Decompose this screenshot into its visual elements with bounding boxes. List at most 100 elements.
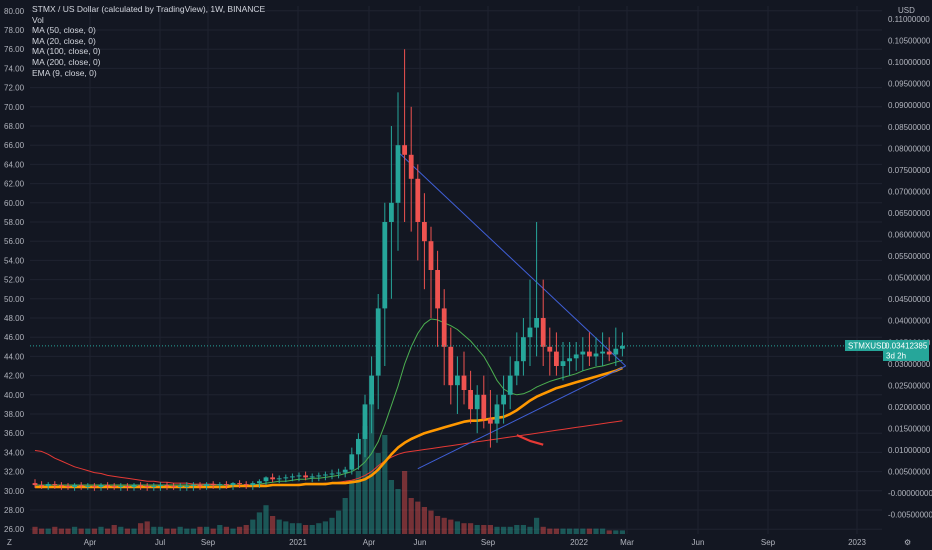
zoom-reset-label[interactable]: Z — [7, 538, 12, 547]
volume-bar — [441, 517, 447, 534]
candle-body — [527, 327, 533, 338]
candle-body — [197, 485, 203, 487]
triangle-lower-line — [417, 365, 626, 470]
left-price-axis: 26.00 28.00 30.00 32.00 34.00 36.00 38.00 40.00… — [4, 7, 25, 534]
volume-bar — [289, 523, 295, 534]
legend-item-ma200[interactable]: MA (200, close, 0) — [32, 56, 101, 67]
candle-body — [191, 485, 196, 487]
left-tick-label: 46.00 — [4, 333, 25, 342]
ma50-line — [35, 366, 623, 489]
volume-bar — [250, 519, 256, 534]
candle-body — [303, 475, 308, 478]
volume-bar — [375, 453, 381, 534]
candle-body — [118, 486, 124, 487]
volume-bar — [593, 528, 599, 534]
volume-bar — [573, 528, 579, 534]
left-tick-label: 42.00 — [4, 372, 25, 381]
legend-item-ma20[interactable]: MA (20, close, 0) — [32, 35, 96, 46]
candles — [32, 49, 625, 491]
volume-bar — [118, 526, 124, 534]
candle-body — [217, 484, 223, 486]
volume-bar — [501, 526, 507, 534]
volume-bar — [567, 528, 573, 534]
volume-bar — [204, 526, 210, 534]
candle-body — [105, 485, 110, 487]
volume-bar — [540, 526, 546, 534]
candle-body — [65, 486, 71, 487]
right-tick-label: 0.06500000 — [888, 209, 931, 218]
candle-body — [309, 476, 315, 478]
time-tick-label: Sep — [201, 538, 216, 547]
left-tick-label: 72.00 — [4, 84, 25, 93]
candle-body — [230, 483, 236, 486]
time-tick-label: Apr — [363, 538, 376, 547]
candle-body — [270, 477, 275, 480]
candle-body — [45, 484, 51, 486]
candle-body — [422, 222, 427, 242]
volume-bar — [408, 498, 414, 534]
volume-bar — [32, 526, 38, 534]
legend-title: STMX / US Dollar (calculated by TradingV… — [32, 4, 266, 14]
chart-legend: STMX / US Dollar (calculated by TradingV… — [32, 4, 265, 78]
candle-body — [534, 318, 539, 328]
volume-bar — [164, 528, 170, 534]
candle-body — [349, 454, 355, 470]
candle-body — [488, 418, 493, 424]
candle-body — [184, 486, 190, 487]
candle-body — [382, 222, 388, 309]
candle-body — [620, 345, 625, 349]
left-tick-label: 36.00 — [4, 429, 25, 438]
candle-body — [514, 361, 520, 376]
right-axis-unit: USD — [898, 6, 915, 15]
left-tick-label: 80.00 — [4, 7, 25, 16]
right-tick-label: 0.05000000 — [888, 274, 931, 283]
candle-body — [375, 308, 381, 376]
volume-bar — [448, 519, 454, 534]
volume-bar — [507, 526, 513, 534]
volume-bar — [316, 523, 322, 534]
candle-body — [243, 484, 249, 486]
left-tick-label: 38.00 — [4, 410, 25, 419]
legend-item-ma50[interactable]: MA (50, close, 0) — [32, 25, 96, 36]
volume-bar — [606, 530, 612, 534]
volume-bar — [349, 480, 355, 534]
volume-bar — [190, 528, 196, 534]
candle-body — [263, 477, 269, 482]
volume-bar — [461, 523, 467, 534]
price-badge: STMXUSD 0.03412385 3d 2h — [845, 340, 929, 361]
time-tick-label: Sep — [761, 538, 776, 547]
left-tick-label: 44.00 — [4, 352, 25, 361]
settings-gear-icon[interactable]: ⚙ — [904, 538, 911, 547]
legend-item-ema9[interactable]: EMA (9, close, 0) — [32, 67, 97, 78]
left-tick-label: 62.00 — [4, 180, 25, 189]
time-tick-label: 2023 — [848, 538, 866, 547]
volume-bar — [223, 526, 229, 534]
volume-bar — [487, 525, 493, 534]
candle-body — [125, 486, 130, 487]
volume-bar — [322, 521, 328, 534]
candle-body — [316, 475, 322, 477]
right-tick-label: 0.08500000 — [888, 123, 931, 132]
volume-bar — [65, 528, 71, 534]
volume-bar — [91, 528, 97, 534]
legend-item-vol[interactable]: Vol — [32, 14, 44, 25]
volume-bar — [151, 526, 157, 534]
left-tick-label: 34.00 — [4, 448, 25, 457]
candle-body — [389, 202, 394, 222]
volume-bar — [85, 528, 91, 534]
candle-body — [507, 375, 513, 395]
volume-bar — [355, 471, 361, 534]
volume-bar — [243, 525, 249, 534]
volume-bar — [184, 528, 190, 534]
candle-body — [362, 404, 368, 439]
legend-item-ma100[interactable]: MA (100, close, 0) — [32, 46, 101, 57]
left-tick-label: 50.00 — [4, 295, 25, 304]
candle-body — [78, 485, 84, 487]
volume-bar — [382, 435, 388, 534]
volume-bar — [547, 528, 553, 534]
volume-bar — [402, 471, 408, 534]
volume-bar — [124, 528, 130, 534]
volume-bar — [131, 528, 137, 534]
left-tick-label: 52.00 — [4, 276, 25, 285]
